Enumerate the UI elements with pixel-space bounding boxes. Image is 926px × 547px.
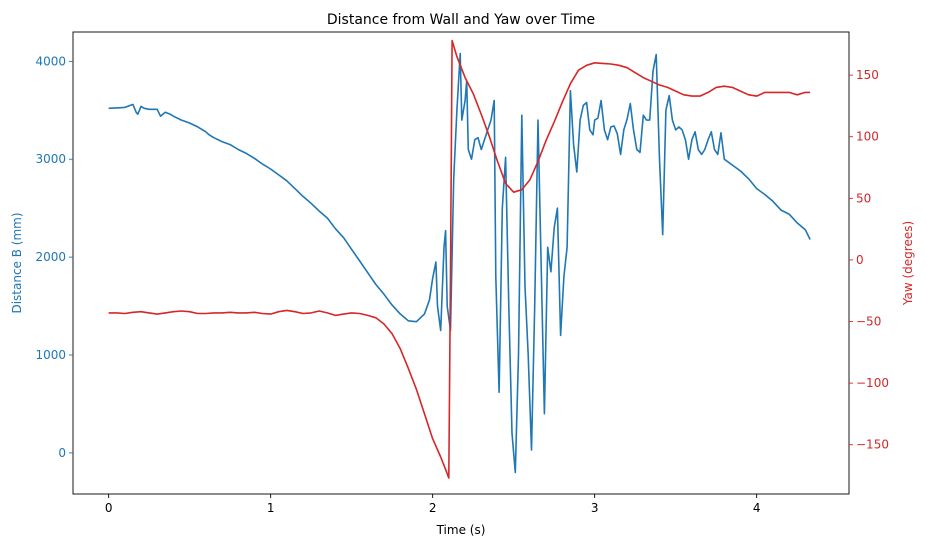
x-axis-ticks: 0 1 2 3 4 — [105, 494, 761, 515]
y-right-tick-label: 50 — [856, 191, 871, 205]
y-axis-left-title: Distance B (mm) — [10, 212, 24, 313]
series-line-distance — [108, 52, 811, 474]
y-right-tick-label: 100 — [856, 130, 879, 144]
y-left-tick-label: 1000 — [35, 348, 66, 362]
x-tick-label: 1 — [267, 501, 275, 515]
y-right-tick-label: 150 — [856, 68, 879, 82]
y-left-tick-label: 4000 — [35, 54, 66, 68]
axes-frame — [72, 31, 850, 495]
x-tick-label: 4 — [753, 501, 761, 515]
plot-frame — [72, 31, 850, 495]
chart-title: Distance from Wall and Yaw over Time — [327, 12, 595, 28]
y-right-tick-label: 0 — [856, 253, 864, 267]
y-right-tick-label: −50 — [856, 315, 881, 329]
y-left-tick-label: 3000 — [35, 152, 66, 166]
x-tick-label: 3 — [591, 501, 599, 515]
y-left-tick-label: 0 — [58, 446, 66, 460]
y-right-tick-label: −150 — [856, 438, 889, 452]
x-tick-label: 2 — [429, 501, 437, 515]
y-axis-right-title: Yaw (degrees) — [901, 221, 915, 306]
y-axis-right-ticks: −150 −100 −50 0 50 100 150 — [849, 68, 889, 452]
y-right-tick-label: −100 — [856, 376, 889, 390]
y-left-tick-label: 2000 — [35, 250, 66, 264]
y-axis-left-ticks: 0 1000 2000 3000 4000 — [35, 54, 73, 460]
plot-lines — [108, 39, 811, 479]
series-line-yaw — [108, 39, 811, 479]
x-tick-label: 0 — [105, 501, 113, 515]
x-axis-title: Time (s) — [436, 523, 486, 537]
